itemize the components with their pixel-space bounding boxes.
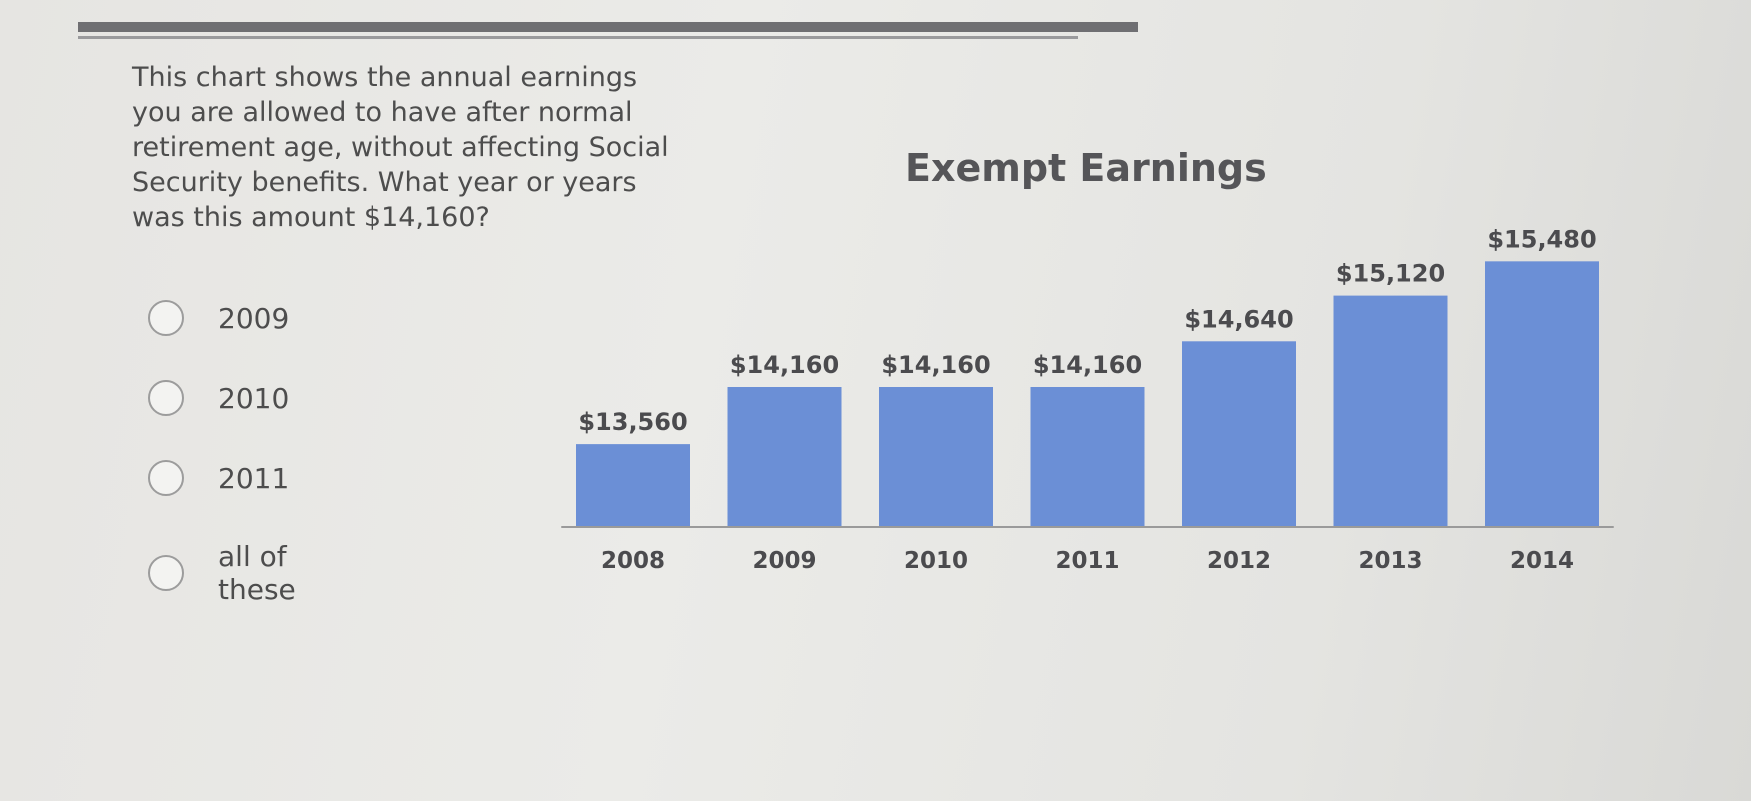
bar-2014: [1485, 261, 1599, 526]
option-label: 2011: [218, 461, 290, 495]
option-label: 2010: [218, 381, 290, 415]
x-tick-label-2012: 2012: [1207, 548, 1271, 574]
top-divider: [78, 22, 1138, 32]
option-all-of-these[interactable]: all of these: [148, 540, 296, 606]
data-label-2013: $15,120: [1336, 260, 1445, 288]
bar-2010: [879, 387, 993, 526]
option-label: 2009: [218, 301, 290, 335]
bar-2013: [1333, 295, 1448, 526]
bar-2008: [576, 444, 690, 526]
question-text: This chart shows the annual earnings you…: [132, 62, 669, 233]
chart-title: Exempt Earnings: [905, 146, 1267, 190]
option-2011[interactable]: 2011: [148, 460, 289, 496]
radio-button[interactable]: [148, 460, 184, 496]
radio-button[interactable]: [148, 555, 184, 591]
x-tick-label-2014: 2014: [1510, 548, 1574, 574]
data-label-2009: $14,160: [730, 351, 839, 379]
data-label-2010: $14,160: [881, 351, 990, 379]
bar-2009: [727, 387, 842, 526]
x-tick-label-2013: 2013: [1358, 548, 1422, 574]
data-label-2008: $13,560: [578, 408, 687, 436]
radio-button[interactable]: [148, 380, 184, 416]
x-tick-label-2010: 2010: [904, 548, 968, 574]
data-label-2011: $14,160: [1033, 351, 1142, 379]
x-tick-label-2011: 2011: [1055, 548, 1119, 574]
data-label-2012: $14,640: [1184, 305, 1293, 333]
x-tick-label-2009: 2009: [752, 548, 816, 574]
bar-2011: [1030, 387, 1145, 526]
radio-button[interactable]: [148, 300, 184, 336]
top-divider-thin: [78, 36, 1078, 39]
x-tick-label-2008: 2008: [601, 548, 665, 574]
option-label: all of these: [218, 540, 296, 606]
option-2010[interactable]: 2010: [148, 380, 289, 416]
bar-2012: [1182, 341, 1296, 526]
data-label-2014: $15,480: [1487, 225, 1596, 253]
option-2009[interactable]: 2009: [148, 300, 289, 336]
